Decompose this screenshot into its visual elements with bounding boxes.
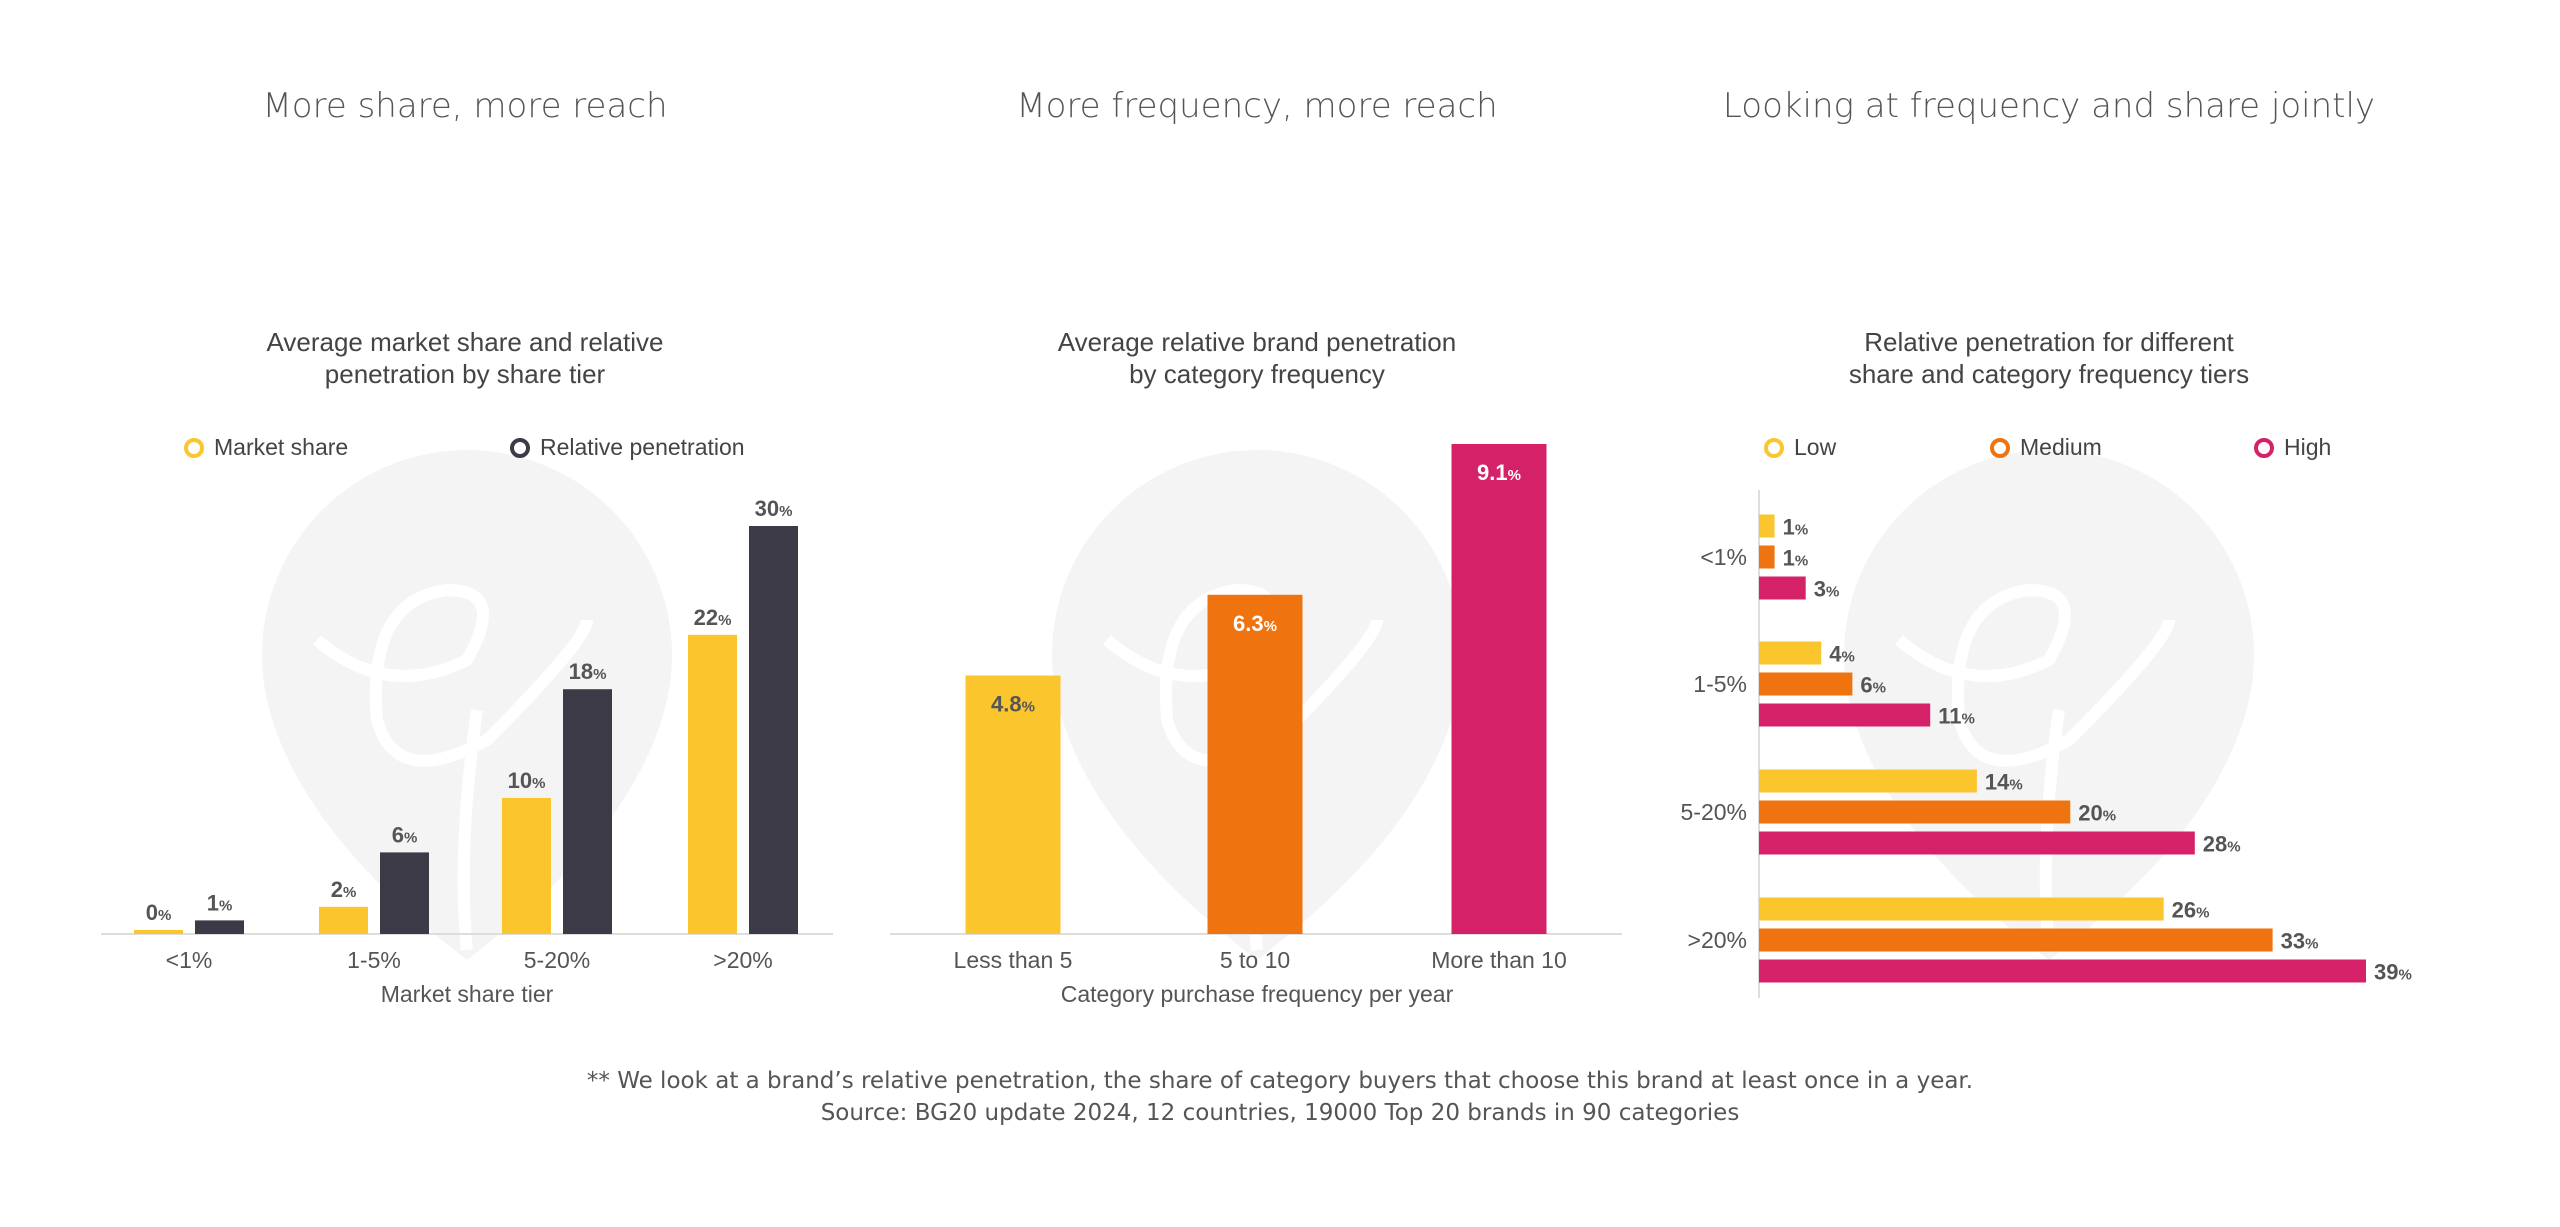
- bar-market-share: [319, 906, 368, 934]
- y-tick-label: 1-5%: [1693, 671, 1747, 697]
- bar-value-label: 10%: [508, 768, 546, 793]
- legend-label: Low: [1794, 434, 1837, 460]
- chart1-title-line1: Average market share and relative: [266, 327, 664, 357]
- bar-value-label: 28%: [2203, 832, 2241, 857]
- bar-low: [1759, 897, 2164, 921]
- chart1-title-line2: penetration by share tier: [324, 359, 606, 389]
- bar-value-label: 39%: [2374, 960, 2412, 985]
- chart2-title-line1: Average relative brand penetration: [1057, 327, 1457, 357]
- bar-medium: [1759, 928, 2273, 952]
- x-tick-label: 5 to 10: [1220, 947, 1290, 973]
- bar-value-label: 3%: [1814, 577, 1840, 602]
- chart3-title-line1: Relative penetration for different: [1864, 327, 2234, 357]
- x-axis-title: Category purchase frequency per year: [1061, 981, 1454, 1007]
- x-tick-label: >20%: [713, 947, 772, 973]
- chart3-title-line2: share and category frequency tiers: [1848, 359, 2250, 389]
- x-axis-title: Market share tier: [381, 981, 554, 1007]
- legend-label: Medium: [2020, 434, 2102, 460]
- bar-value-label: 30%: [755, 496, 793, 521]
- bar-medium: [1759, 800, 2071, 824]
- legend-ring-icon: [510, 437, 530, 458]
- watermark-swirl-icon: [313, 583, 593, 951]
- bar-value-label: 26%: [2172, 898, 2210, 923]
- bar-value-label: 6%: [392, 822, 418, 847]
- legend-label: Relative penetration: [540, 434, 745, 460]
- bar-low: [1759, 641, 1822, 665]
- bar-market-share: [134, 930, 183, 934]
- bar-value-label: 20%: [2078, 801, 2116, 826]
- bar-value-label: 1%: [1783, 515, 1809, 540]
- bar-frequency: [965, 675, 1061, 934]
- bar-relative-penetration: [195, 920, 244, 934]
- x-tick-label: Less than 5: [954, 947, 1073, 973]
- chart2-title: Average relative brand penetration by cat…: [907, 326, 1607, 390]
- y-tick-label: <1%: [1700, 544, 1747, 570]
- bar-market-share: [688, 634, 737, 934]
- y-tick-label: >20%: [1688, 927, 1747, 953]
- bar-value-label: 11%: [1938, 704, 1975, 729]
- x-tick-label: More than 10: [1431, 947, 1567, 973]
- footer-source: Source: BG20 update 2024, 12 countries, …: [820, 1100, 1740, 1126]
- x-tick-label: <1%: [166, 947, 213, 973]
- bar-frequency: [1451, 444, 1547, 934]
- bar-frequency: [1207, 594, 1303, 934]
- bar-value-label: 14%: [1985, 770, 2023, 795]
- bar-market-share: [502, 798, 551, 934]
- bar-value-label: 1%: [1783, 546, 1809, 571]
- bar-low: [1759, 514, 1775, 538]
- chart1-title: Average market share and relative penetra…: [115, 326, 815, 390]
- legend-ring-icon: [1990, 437, 2010, 458]
- legend-ring-icon: [1764, 437, 1784, 458]
- bar-value-label: 9.1%: [1477, 460, 1521, 485]
- footer-note: ** We look at a brand’s relative penetra…: [586, 1068, 1974, 1094]
- bar-medium: [1759, 545, 1775, 569]
- section-title-share: More share, more reach: [262, 86, 668, 126]
- bar-high: [1759, 831, 2195, 855]
- x-tick-label: 5-20%: [524, 947, 590, 973]
- chart3-title: Relative penetration for different share …: [1699, 326, 2399, 390]
- bar-value-label: 0%: [146, 900, 172, 925]
- legend-high: High: [2254, 434, 2331, 461]
- section-title-frequency: More frequency, more reach: [1016, 86, 1498, 126]
- bar-high: [1759, 959, 2366, 983]
- bar-value-label: 2%: [331, 877, 357, 902]
- bar-high: [1759, 703, 1931, 727]
- bar-medium: [1759, 672, 1853, 696]
- bar-value-label: 4%: [1829, 642, 1855, 667]
- legend-ring-icon: [184, 437, 204, 458]
- bar-value-label: 33%: [2281, 929, 2319, 954]
- bar-value-label: 6.3%: [1233, 611, 1277, 636]
- bar-value-label: 4.8%: [991, 692, 1035, 717]
- legend-relative-penetration: Relative penetration: [510, 434, 745, 461]
- x-tick-label: 1-5%: [347, 947, 401, 973]
- bar-relative-penetration: [380, 852, 429, 934]
- bar-value-label: 22%: [694, 605, 732, 630]
- bar-value-label: 6%: [1860, 673, 1886, 698]
- legend-label: Market share: [214, 434, 349, 460]
- bar-low: [1759, 769, 1977, 793]
- legend-market-share: Market share: [184, 434, 348, 461]
- bar-value-label: 1%: [207, 890, 233, 915]
- chart2-title-line2: by category frequency: [1129, 359, 1385, 389]
- legend-medium: Medium: [1990, 434, 2102, 461]
- section-title-joint: Looking at frequency and share jointly: [1722, 86, 2376, 126]
- y-tick-label: 5-20%: [1681, 799, 1747, 825]
- legend-low: Low: [1764, 434, 1836, 461]
- bar-relative-penetration: [563, 689, 612, 934]
- bar-high: [1759, 576, 1806, 600]
- bar-relative-penetration: [749, 526, 798, 934]
- bar-value-label: 18%: [569, 659, 607, 684]
- legend-label: High: [2284, 434, 2332, 460]
- legend-ring-icon: [2254, 437, 2274, 458]
